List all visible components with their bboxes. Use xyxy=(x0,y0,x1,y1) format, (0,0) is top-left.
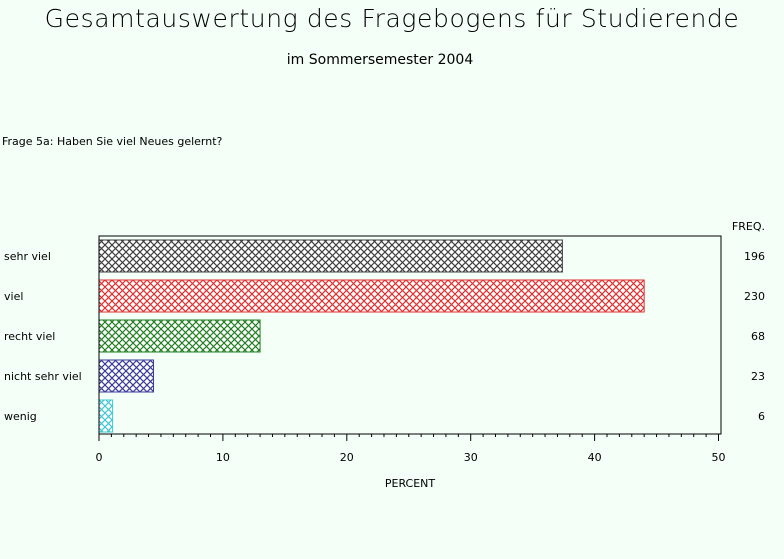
freq-value-viel: 230 xyxy=(744,290,765,303)
x-tick-label: 10 xyxy=(216,451,230,464)
bar-recht-viel xyxy=(98,319,261,353)
x-tick-label: 0 xyxy=(96,451,103,464)
category-label-recht-viel: recht viel xyxy=(4,330,55,343)
bar-nicht-sehr-viel xyxy=(98,359,155,393)
freq-value-sehr-viel: 196 xyxy=(744,250,765,263)
category-label-viel: viel xyxy=(4,290,23,303)
category-label-wenig: wenig xyxy=(4,410,37,423)
category-label-nicht-sehr-viel: nicht sehr viel xyxy=(4,370,82,383)
x-tick-label: 40 xyxy=(588,451,602,464)
freq-value-nicht-sehr-viel: 23 xyxy=(751,370,765,383)
plot-frame xyxy=(98,235,722,435)
x-tick-label: 20 xyxy=(340,451,354,464)
category-label-sehr-viel: sehr viel xyxy=(4,250,51,263)
question-label: Frage 5a: Haben Sie viel Neues gelernt? xyxy=(2,135,223,148)
x-tick-label: 30 xyxy=(464,451,478,464)
x-tick-label: 50 xyxy=(712,451,726,464)
page-subtitle: im Sommersemester 2004 xyxy=(286,52,474,68)
bar-sehr-viel xyxy=(98,239,563,273)
x-axis-label: PERCENT xyxy=(385,477,436,490)
bar-viel xyxy=(98,279,645,313)
freq-value-wenig: 6 xyxy=(758,410,765,423)
freq-value-recht-viel: 68 xyxy=(751,330,765,343)
page-title: Gesamtauswertung des Fragebogens für Stu… xyxy=(44,4,740,33)
freq-header: FREQ. xyxy=(732,220,765,233)
bar-wenig xyxy=(98,399,114,433)
